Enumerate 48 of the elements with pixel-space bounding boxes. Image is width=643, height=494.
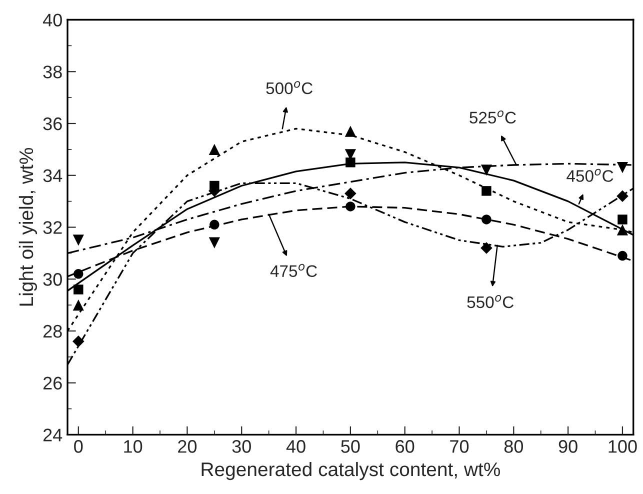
point — [616, 224, 628, 236]
x-tick-label: 70 — [450, 440, 469, 453]
x-tick-label: 40 — [286, 440, 306, 453]
x-tick-label: 100 — [608, 440, 637, 453]
y-tick-label: 34 — [43, 169, 62, 182]
y-tick-label: 40 — [42, 14, 62, 26]
point — [616, 162, 628, 174]
point — [618, 250, 628, 261]
x-tick-label: 90 — [558, 440, 578, 453]
x-tick-label: 10 — [124, 440, 142, 453]
point — [346, 202, 356, 212]
x-tick-label: 80 — [504, 440, 523, 453]
annotation: 550$^{o}$C — [467, 295, 514, 308]
y-tick-label: 36 — [43, 117, 62, 130]
x-tick-label: 30 — [232, 440, 251, 453]
point — [210, 220, 220, 230]
point — [72, 234, 84, 246]
x-tick-label: 20 — [178, 440, 197, 453]
point — [482, 186, 492, 196]
y-tick-label: 26 — [43, 376, 62, 390]
annotation: 475$^{o}$C — [270, 264, 317, 277]
y-tick-label: 28 — [43, 324, 62, 338]
annotation: 500$^{o}$C — [266, 81, 312, 94]
point — [74, 284, 84, 294]
point — [344, 188, 356, 200]
x-tick-label: 50 — [341, 440, 360, 453]
point — [616, 190, 628, 202]
point — [208, 144, 220, 155]
point — [618, 214, 628, 224]
annotation: 450$^{o}$C — [566, 168, 614, 182]
y-axis-title: Light oil yield, wt% — [18, 148, 38, 306]
point — [72, 335, 84, 348]
point — [480, 164, 492, 176]
x-axis-title: Regenerated catalyst content, wt% — [202, 462, 500, 480]
x-tick-label: 0 — [74, 440, 83, 453]
annotation: 525$^{o}$C — [470, 110, 516, 124]
y-tick-label: 32 — [43, 221, 62, 234]
x-tick-label: 60 — [396, 440, 414, 453]
point — [346, 158, 356, 168]
point — [74, 269, 84, 279]
y-tick-label: 30 — [43, 273, 62, 286]
point — [482, 214, 492, 224]
point — [344, 126, 356, 137]
point — [208, 237, 220, 248]
y-tick-label: 38 — [43, 66, 62, 78]
point — [480, 242, 492, 254]
point — [72, 299, 84, 311]
y-tick-label: 24 — [43, 428, 62, 442]
